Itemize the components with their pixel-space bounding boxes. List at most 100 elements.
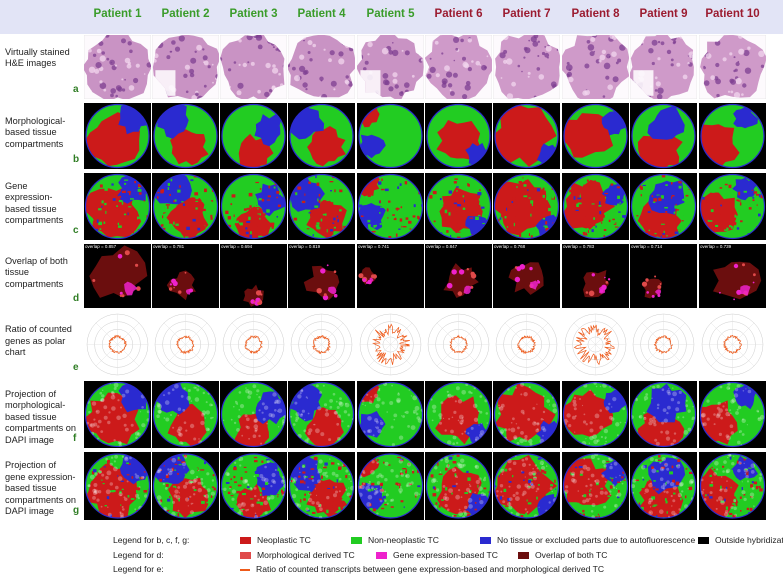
tile-image (630, 173, 697, 240)
overlap-score: overlap = 0.781 (153, 244, 185, 249)
tile-morph (288, 103, 355, 169)
tile-image (357, 35, 424, 99)
tile-he (425, 35, 492, 99)
patient-header: Patient 7 (502, 8, 551, 20)
tile-he (493, 35, 560, 99)
tile-proj_gene (425, 452, 492, 520)
legend-e-title: Legend for e: (113, 564, 164, 574)
tile-proj_morph (562, 381, 629, 448)
tile-image (493, 35, 560, 99)
patient-header: Patient 5 (366, 8, 415, 20)
tile-polar (288, 312, 355, 377)
tile-morph (357, 103, 424, 169)
tile-he (699, 35, 766, 99)
tile-proj_morph (630, 381, 697, 448)
legend-non-neoplastic: Non-neoplastic TC (351, 535, 439, 545)
tile-image (425, 173, 492, 240)
tile-image (152, 173, 219, 240)
tile-he (630, 35, 697, 99)
tile-polar (630, 312, 697, 377)
tile-morph (220, 103, 287, 169)
tile-image (152, 35, 219, 99)
tile-gene (493, 173, 560, 240)
tile-polar (425, 312, 492, 377)
tile-overlap: overlap = 0.781 (152, 244, 219, 308)
tile-he (220, 35, 287, 99)
tile-image (152, 381, 219, 448)
tile-image (562, 244, 629, 308)
tile-image (152, 244, 219, 308)
legend-swatch (698, 537, 709, 545)
tile-proj_morph (699, 381, 766, 448)
overlap-score: overlap = 0.714 (631, 244, 663, 249)
tile-image (630, 312, 697, 377)
tile-image (630, 381, 697, 448)
tile-overlap: overlap = 0.739 (699, 244, 766, 308)
tile-proj_gene (288, 452, 355, 520)
tile-image (84, 452, 151, 520)
tile-overlap: overlap = 0.741 (357, 244, 424, 308)
tile-image (84, 381, 151, 448)
tile-proj_gene (562, 452, 629, 520)
legend-neoplastic: Neoplastic TC (240, 535, 311, 545)
tile-gene (288, 173, 355, 240)
tile-morph (562, 103, 629, 169)
tile-image (630, 244, 697, 308)
row-label: Virtually stained H&E images (5, 46, 70, 69)
patient-header: Patient 2 (161, 8, 210, 20)
overlap-score: overlap = 0.768 (494, 244, 526, 249)
tile-image (699, 381, 766, 448)
tile-morph (699, 103, 766, 169)
tile-image (493, 173, 560, 240)
tile-image (699, 244, 766, 308)
tile-image (152, 312, 219, 377)
tile-image (699, 35, 766, 99)
tile-gene (425, 173, 492, 240)
row-letter: a (73, 84, 79, 95)
tile-proj_gene (152, 452, 219, 520)
tile-overlap: overlap = 0.714 (630, 244, 697, 308)
legend-swatch (351, 537, 362, 545)
patient-header: Patient 3 (229, 8, 278, 20)
tile-overlap: overlap = 0.694 (220, 244, 287, 308)
tile-image (425, 244, 492, 308)
tile-he (562, 35, 629, 99)
legend-ratio: Ratio of counted transcripts between gen… (240, 564, 604, 574)
tile-image (562, 381, 629, 448)
tile-image (699, 452, 766, 520)
row-label: Morphological-based tissue compartments (5, 115, 66, 149)
tile-polar (562, 312, 629, 377)
tile-he (84, 35, 151, 99)
row-label: Ratio of counted genes as polar chart (5, 324, 72, 358)
overlap-score: overlap = 0.739 (700, 244, 732, 249)
tile-polar (84, 312, 151, 377)
tile-image (699, 173, 766, 240)
tile-he (288, 35, 355, 99)
tile-proj_morph (84, 381, 151, 448)
overlap-score: overlap = 0.694 (221, 244, 253, 249)
row-letter: b (73, 154, 80, 165)
tile-gene (357, 173, 424, 240)
tile-image (84, 173, 151, 240)
legend-swatch (240, 537, 251, 545)
tile-proj_morph (493, 381, 560, 448)
tile-image (562, 173, 629, 240)
legend-bcfg-title: Legend for b, c, f, g: (113, 535, 190, 545)
tile-image (699, 103, 766, 169)
tile-he (152, 35, 219, 99)
overlap-score: overlap = 0.741 (358, 244, 390, 249)
tile-image (288, 452, 355, 520)
tile-morph (493, 103, 560, 169)
tile-overlap: overlap = 0.847 (425, 244, 492, 308)
tile-proj_gene (493, 452, 560, 520)
tile-image (357, 103, 424, 169)
legend-d-title: Legend for d: (113, 550, 164, 560)
tile-image (425, 381, 492, 448)
legend-swatch (480, 537, 491, 545)
tile-image (562, 103, 629, 169)
header-bar (0, 0, 783, 34)
tile-morph (630, 103, 697, 169)
tile-image (425, 452, 492, 520)
tile-gene (220, 173, 287, 240)
legend-outside: Outside hybridization area (698, 535, 783, 545)
